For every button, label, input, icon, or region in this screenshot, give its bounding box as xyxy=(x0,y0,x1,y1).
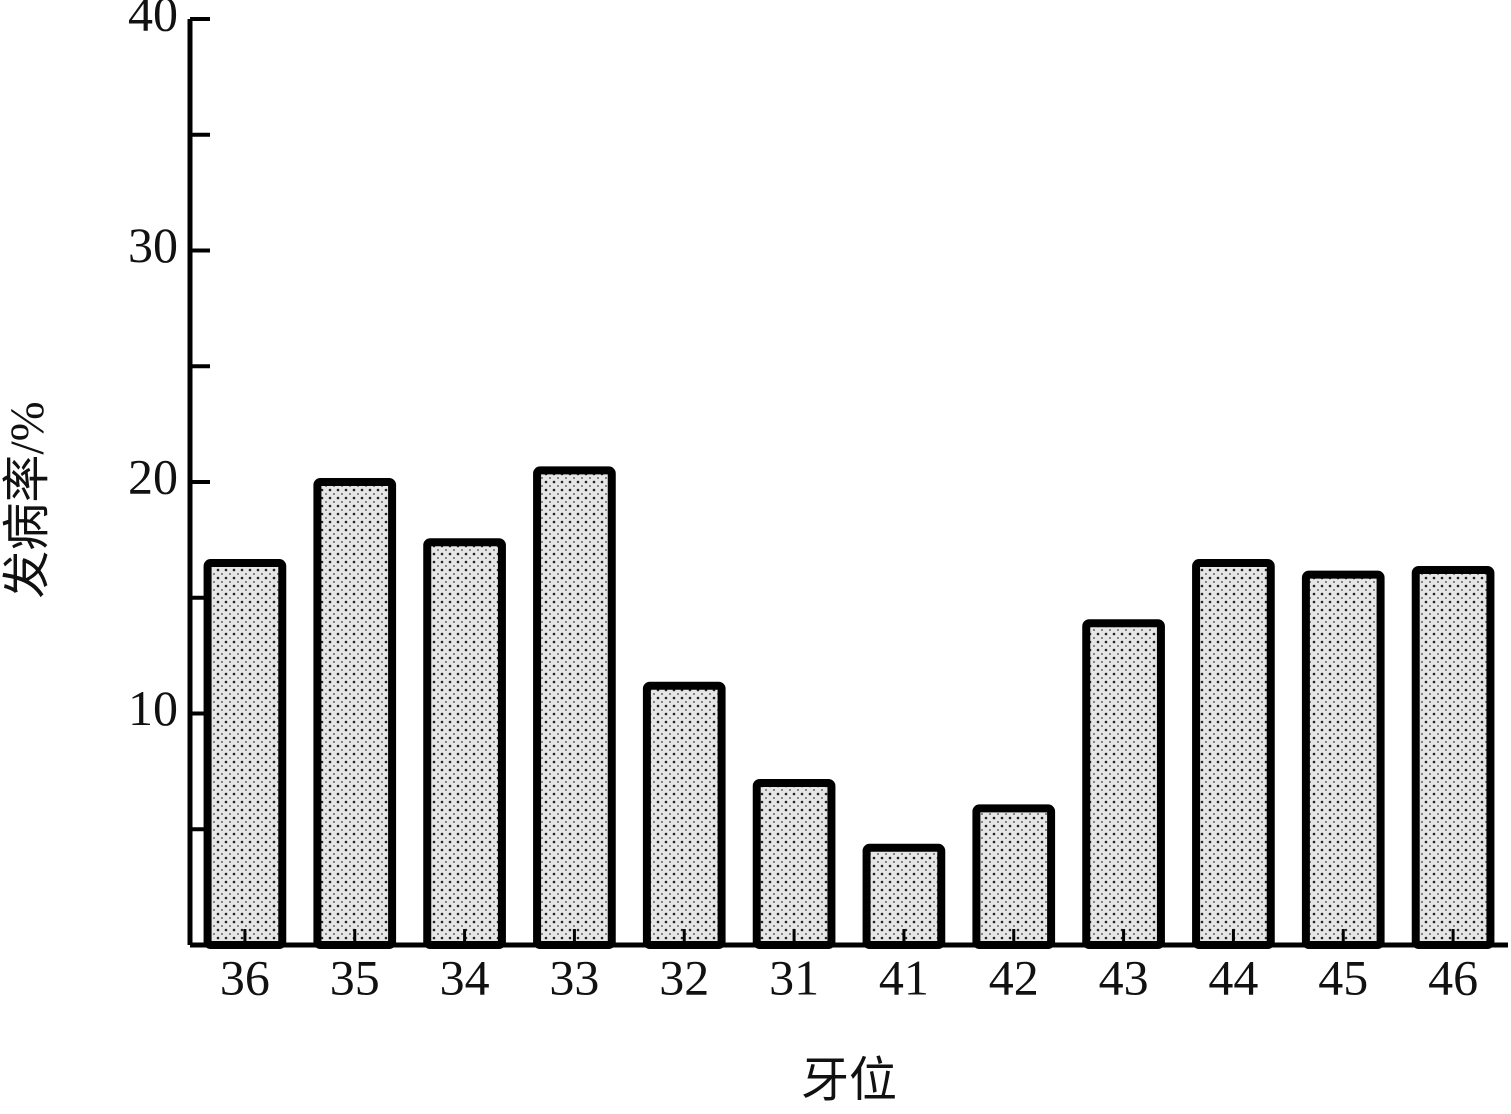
bar xyxy=(972,804,1056,949)
y-tick-label: 40 xyxy=(128,0,178,41)
x-tick-label: 45 xyxy=(1318,949,1368,1005)
x-tick-label: 35 xyxy=(330,949,380,1005)
x-tick-label: 32 xyxy=(659,949,709,1005)
bar xyxy=(1082,619,1165,950)
x-tick-label: 36 xyxy=(220,949,270,1005)
x-tick-label: 44 xyxy=(1208,949,1258,1005)
bar xyxy=(642,681,726,949)
bar xyxy=(203,559,287,950)
y-tick-label: 30 xyxy=(128,217,178,273)
x-axis-label: 牙位 xyxy=(801,1054,897,1107)
x-tick-label: 31 xyxy=(769,949,819,1005)
x-tick-label: 33 xyxy=(549,949,599,1005)
x-tick-label: 43 xyxy=(1099,949,1149,1005)
y-axis-label: 发病率/% xyxy=(1,401,54,598)
bar xyxy=(752,778,836,950)
x-tick-label: 42 xyxy=(989,949,1039,1005)
x-tick-label: 41 xyxy=(879,949,929,1005)
bar xyxy=(313,478,397,949)
x-tick-label: 34 xyxy=(440,949,490,1005)
bar xyxy=(1192,559,1275,950)
y-tick-label: 10 xyxy=(128,680,178,736)
bar xyxy=(1301,570,1385,949)
bar xyxy=(423,538,506,949)
bar xyxy=(533,466,616,949)
y-tick-label: 20 xyxy=(128,448,178,504)
x-tick-label: 46 xyxy=(1428,949,1478,1005)
bar xyxy=(1411,565,1495,949)
